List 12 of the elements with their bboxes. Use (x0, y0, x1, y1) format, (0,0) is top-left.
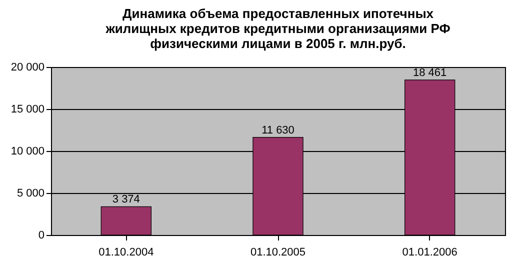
y-tick-label: 0 (38, 230, 44, 242)
y-tick-label: 5 000 (16, 188, 44, 200)
data-label: 18 461 (413, 66, 447, 79)
x-tick-label: 01.10.2005 (250, 246, 306, 258)
y-tick-label: 10 000 (10, 146, 44, 158)
data-label: 11 630 (262, 124, 294, 136)
y-tick-label: 15 000 (10, 104, 44, 116)
x-tick-label: 01.01.2006 (402, 246, 458, 258)
data-label: 3 374 (112, 194, 140, 206)
chart-title: Динамика объема предоставленных ипотечных жилищных кредитов кредитными организациями РФ физическими лицами в 2005 г. млн.руб. (104, 6, 450, 51)
y-tick-label: 20 000 (10, 62, 44, 74)
x-tick-label: 01.10.2004 (98, 246, 154, 258)
